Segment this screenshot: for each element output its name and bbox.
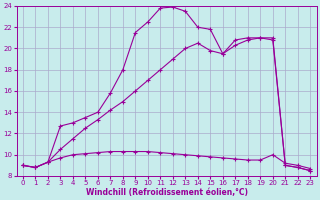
X-axis label: Windchill (Refroidissement éolien,°C): Windchill (Refroidissement éolien,°C) bbox=[85, 188, 248, 197]
